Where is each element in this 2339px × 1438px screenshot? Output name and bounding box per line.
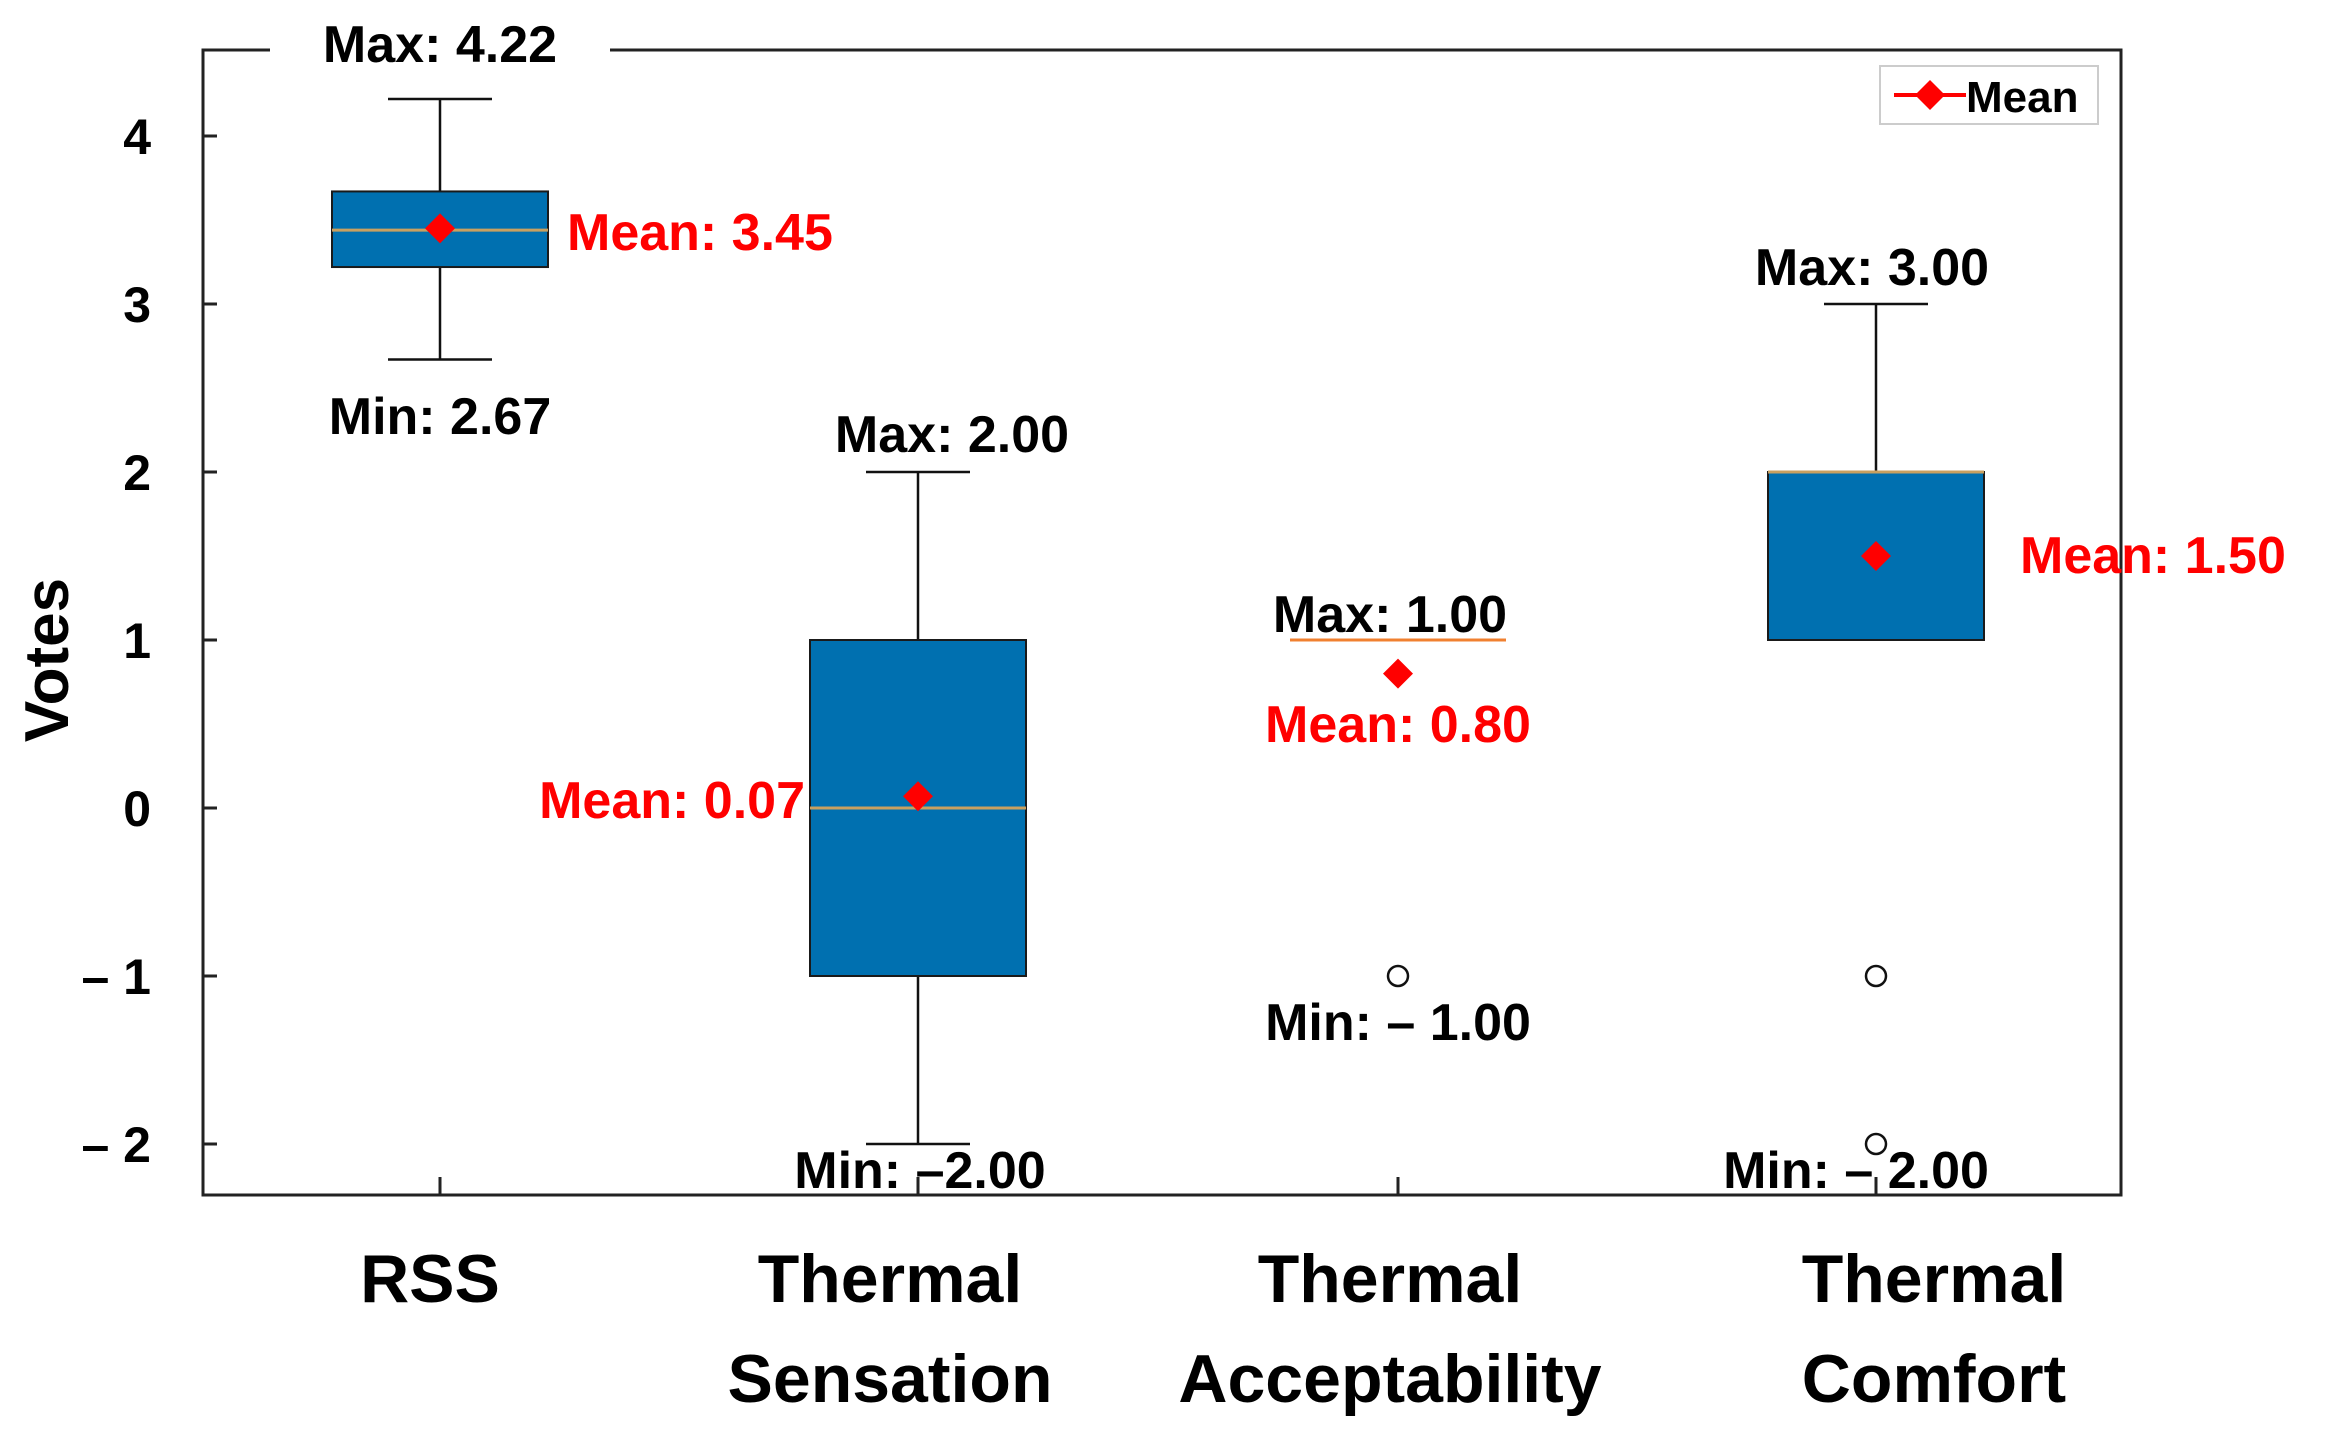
x-category-label: Thermal [1802, 1241, 2067, 1317]
outlier-point [1864, 964, 1888, 988]
annotation-group: Max: 2.00 Min: –2.00 Mean: 0.07 [539, 406, 1069, 1200]
max-label-background [270, 14, 610, 76]
x-category-label: Sensation [728, 1341, 1053, 1417]
x-category-label: Thermal [758, 1241, 1023, 1317]
x-category-label: Acceptability [1178, 1341, 1601, 1417]
x-category-label: RSS [360, 1241, 500, 1317]
outlier-point [1864, 1132, 1888, 1156]
mean-marker [425, 213, 455, 244]
box-group [331, 97, 549, 1195]
y-tick-label: 0 [123, 781, 151, 837]
max-label: Max: 4.22 [323, 16, 557, 74]
annotation-group: Max: 4.22 Min: 2.67 Mean: 3.45 [270, 14, 833, 446]
mean-marker [903, 781, 933, 812]
mean-marker [1383, 658, 1413, 689]
y-tick-label: 4 [123, 109, 151, 165]
min-label: Min: – 1.00 [1265, 994, 1531, 1052]
box-group [1767, 302, 1985, 1195]
mean-marker [1861, 541, 1891, 571]
legend: Mean [1879, 65, 2099, 125]
annotation-group: Max: 1.00 Min: – 1.00 Mean: 0.80 [1265, 586, 1531, 1052]
annotation-group: Max: 3.00 Min: – 2.00 Mean: 1.50 [1723, 239, 2286, 1200]
mean-label: Mean: 3.45 [567, 204, 833, 262]
legend-label: Mean [1966, 73, 2078, 122]
mean-label: Mean: 0.80 [1265, 696, 1531, 754]
y-axis: 4 3 2 1 0 – 1 – 2 [81, 109, 217, 1173]
min-label: Min: –2.00 [794, 1142, 1045, 1200]
y-axis-label: Votes [13, 578, 82, 742]
mean-label: Mean: 0.07 [539, 772, 805, 830]
box-group [1290, 638, 1506, 1195]
legend-mean-marker [1915, 80, 1945, 110]
y-tick-label: – 2 [81, 1117, 151, 1173]
plot-area-frame [201, 48, 2123, 1197]
y-tick-label: 1 [123, 613, 151, 669]
boxes-layer: Max: 4.22 Min: 2.67 Mean: 3.45 Max: 2.00 Min… [270, 14, 2286, 1200]
mean-label: Mean: 1.50 [2020, 527, 2286, 585]
box-group [809, 470, 1027, 1195]
max-label: Max: 1.00 [1273, 586, 1507, 644]
x-category-label: Thermal [1258, 1241, 1523, 1317]
x-category-label: Comfort [1802, 1341, 2066, 1417]
x-axis-labels: RSS Thermal Sensation Thermal Acceptability T… [360, 1241, 2066, 1417]
max-label: Max: 2.00 [835, 406, 1069, 464]
min-label: Min: 2.67 [329, 388, 552, 446]
y-tick-label: – 1 [81, 949, 151, 1005]
max-label: Max: 3.00 [1755, 239, 1989, 297]
outlier-point [1386, 964, 1410, 988]
min-label: Min: – 2.00 [1723, 1142, 1989, 1200]
y-tick-label: 2 [123, 445, 151, 501]
y-tick-label: 3 [123, 277, 151, 333]
